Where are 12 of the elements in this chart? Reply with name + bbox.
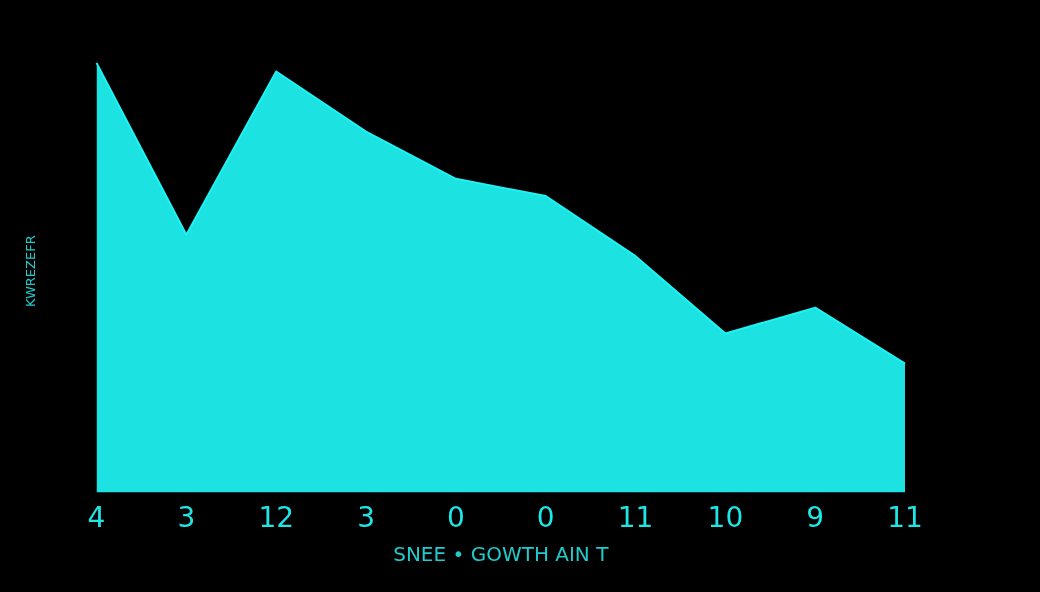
- x-tick-label: 10: [707, 501, 744, 535]
- x-tick-label: 0: [446, 501, 465, 535]
- x-tick-label: 4: [87, 501, 106, 535]
- x-tick-label: 0: [536, 501, 555, 535]
- x-tick-label: 9: [806, 501, 825, 535]
- y-axis-title: KWREZEFR: [23, 235, 39, 308]
- x-tick-label: 12: [258, 501, 295, 535]
- x-tick-label: 3: [177, 501, 196, 535]
- x-axis-title: SNEE • GOWTH AIN T: [393, 542, 610, 567]
- x-tick-label: 3: [357, 501, 375, 535]
- x-tick-label: 11: [887, 501, 923, 535]
- x-tick-label: 11: [617, 501, 654, 535]
